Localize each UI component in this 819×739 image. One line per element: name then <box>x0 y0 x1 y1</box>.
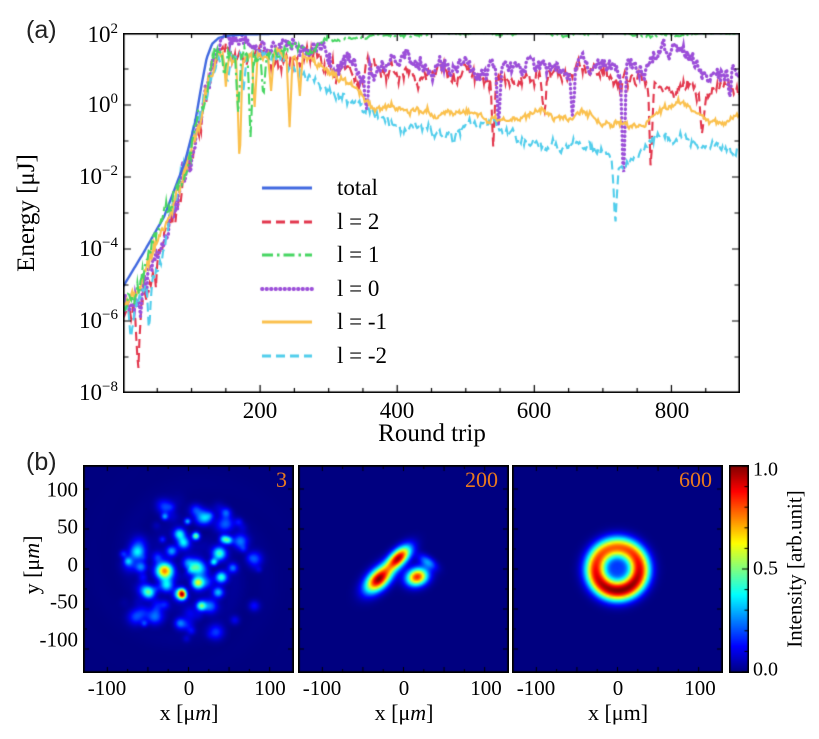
legend-label-total: total <box>337 175 378 200</box>
x-axis-tick-label: -100 <box>302 676 342 700</box>
beam-profile-heatmap-rt3 <box>83 465 294 673</box>
legend-label-l1: l = 1 <box>337 242 380 267</box>
legend-label-lm2: l = -2 <box>337 343 388 368</box>
legend-label-l2: l = 2 <box>337 209 380 234</box>
x-axis-tick-label: 100 <box>254 676 286 700</box>
y-axis-tick-label: -100 <box>39 627 79 652</box>
frame-roundtrip-number: 200 <box>465 467 498 492</box>
y-axis-tick-label: 10−4 <box>79 235 118 261</box>
beam-profile-heatmap-rt200 <box>298 465 509 673</box>
x-axis-tick-label: 800 <box>654 398 690 423</box>
x-axis-tick-label: 0 <box>183 676 195 700</box>
x-axis-tick-label: 100 <box>470 676 502 700</box>
colorbar-tick-label: 1.0 <box>753 458 778 481</box>
frame-roundtrip-number: 600 <box>679 467 712 492</box>
y-axis-tick-label: 100 <box>87 91 119 117</box>
x-axis-tick-label: 400 <box>379 398 415 423</box>
x-axis-tick-label: 100 <box>684 676 716 700</box>
panel-b-label: (b) <box>26 448 57 476</box>
x-axis-title: x [μm] <box>374 700 434 725</box>
y-axis-tick-label: 50 <box>57 514 78 539</box>
colorbar-tick-label: 0.0 <box>753 658 778 681</box>
x-axis-tick-label: 200 <box>242 398 278 423</box>
x-axis-title: x [μm] <box>587 700 649 725</box>
y-axis-tick-label: 10−6 <box>79 307 118 333</box>
x-axis-tick-label: -100 <box>87 676 127 700</box>
y-axis-tick-label: 10−2 <box>79 163 118 189</box>
x-axis-tick-label: 0 <box>398 676 410 700</box>
panel-a-label: (a) <box>26 16 57 44</box>
y-axis-tick-label: 0 <box>67 552 79 577</box>
beam-profile-heatmap-rt600 <box>512 465 723 673</box>
y-axis-tick-label: 10−8 <box>79 379 118 405</box>
colorbar <box>729 465 749 673</box>
x-axis-title: Round trip <box>378 420 486 447</box>
y-axis-tick-label: 100 <box>46 477 79 502</box>
y-axis-tick-label: 102 <box>87 21 119 47</box>
energy-plot-canvas <box>123 33 740 393</box>
legend-label-lm1: l = -1 <box>337 309 388 334</box>
colorbar-tick-label: 0.5 <box>753 557 778 580</box>
y-axis-tick-label: -50 <box>50 589 78 614</box>
x-axis-tick-label: -100 <box>516 676 556 700</box>
x-axis-tick-label: 0 <box>612 676 624 700</box>
legend-label-l0: l = 0 <box>337 276 380 301</box>
frame-roundtrip-number: 3 <box>276 467 287 492</box>
y-axis-title: Energy [μJ] <box>13 154 40 272</box>
x-axis-title: x [μm] <box>159 700 219 725</box>
colorbar-title: Intensity [arb.unit] <box>782 490 807 648</box>
x-axis-tick-label: 600 <box>516 398 552 423</box>
y-axis-title: y [μm] <box>19 535 44 595</box>
